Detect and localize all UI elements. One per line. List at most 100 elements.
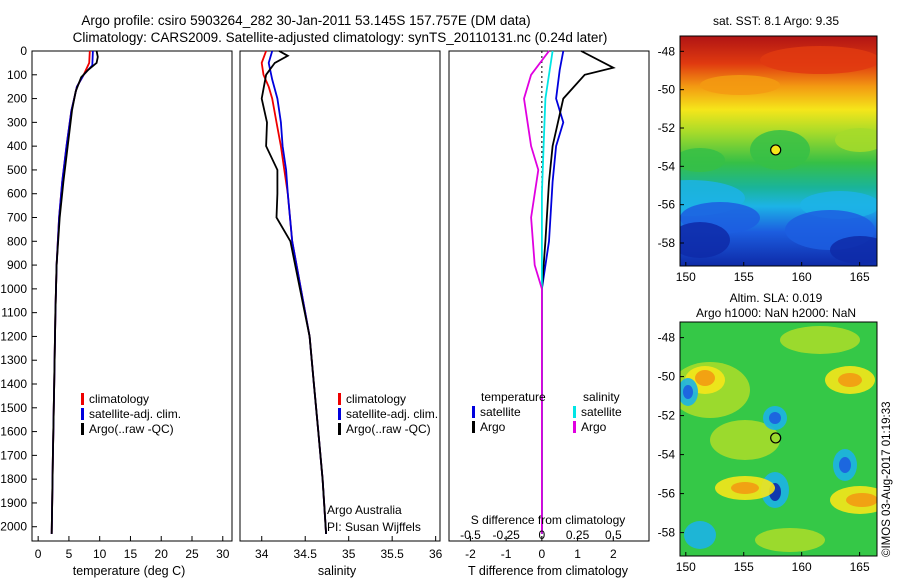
x-tick-label: -0.25 [492,528,520,542]
depth-tick-label: 700 [7,211,27,225]
legend-entry: Argo [480,420,506,434]
depth-tick-label: 2000 [0,520,27,534]
x-tick-label: 30 [216,547,230,561]
depth-y-ticks: 0 100 200 300 400 500 600 700 800 900 1000 1100 1200… [0,44,37,534]
x-tick-label: 15 [124,547,138,561]
sla-field-patches [680,326,877,552]
legend-entry: Argo [581,420,607,434]
sst-field-patch [760,46,877,74]
depth-tick-label: 1500 [0,401,27,415]
x-tick-label: 0 [539,547,546,561]
sst-map-title: sat. SST: 8.1 Argo: 9.35 [713,14,839,28]
temperature-x-ticks: 0 5 10 15 20 25 30 [35,536,230,561]
sla-field-patch [731,482,759,494]
sla-map-title: Altim. SLA: 0.019 [730,291,823,305]
lat-tick-label: -56 [658,198,676,212]
sla-field-patch [769,412,781,424]
x-tick-label: -2 [465,547,476,561]
lat-tick-label: -50 [658,83,676,97]
salinity-series [260,50,327,534]
legend-entry: satellite-adj. clim. [346,407,438,421]
x-tick-label: 35 [342,547,356,561]
depth-tick-label: 600 [7,187,27,201]
x-tick-label: 5 [66,547,73,561]
salinity-annotation-1: Argo Australia [327,503,402,517]
x-tick-label: -1 [501,547,512,561]
x-tick-label: 0 [539,528,546,542]
legend-entry: climatology [89,392,149,406]
series-line-2 [50,50,99,534]
sla-map-float-marker [770,432,782,444]
depth-tick-label: 500 [7,163,27,177]
legend-swatch [81,423,84,435]
series-line-0 [541,50,565,534]
depth-tick-label: 0 [20,44,27,58]
sla-map-lon-ticks: 150 155 160 165 [676,552,870,574]
lat-tick-label: -58 [658,236,676,250]
temperature-xlabel: temperature (deg C) [73,564,186,578]
difference-legend: temperature salinitysatelliteArgosatellit… [472,390,622,434]
lat-tick-label: -52 [658,409,676,423]
lon-tick-label: 160 [792,270,812,284]
depth-tick-label: 300 [7,115,27,129]
depth-tick-label: 100 [7,68,27,82]
depth-tick-label: 400 [7,139,27,153]
imos-timestamp: ©IMOS 03-Aug-2017 01:19:33 [881,401,893,557]
sla-map-lat-ticks: -48 -50 -52 -54 -56 -58 [658,331,684,540]
difference-t-label: T difference from climatology [468,564,629,578]
difference-s-label: S difference from climatology [471,513,626,527]
depth-tick-label: 1000 [0,282,27,296]
x-tick-label: 36 [429,547,443,561]
sla-field-patch [684,521,716,549]
legend-swatch [81,408,84,420]
legend-swatch [573,406,576,418]
legend-swatch [472,421,475,433]
sst-map-frame [679,35,878,267]
x-tick-label: 0 [35,547,42,561]
difference-x-ticks: -2 -1 0 1 2 [465,536,617,561]
float-position-marker [770,432,782,444]
x-tick-label: 10 [93,547,107,561]
depth-tick-label: 200 [7,92,27,106]
legend-entry: satellite [480,405,521,419]
legend-swatch [338,393,341,405]
series-line-2 [260,50,327,534]
figure-title-line2: Climatology: CARS2009. Satellite-adjuste… [73,30,608,45]
legend-entry: climatology [346,392,406,406]
salinity-annotation-2: PI: Susan Wijffels [327,520,421,534]
sla-map-subtitle: Argo h1000: NaN h2000: NaN [696,306,856,320]
sla-map-panel: Altim. SLA: 0.019 Argo h1000: NaN h2000:… [658,291,878,574]
sla-map-frame [679,321,878,557]
sst-map-lon-ticks: 150 155 160 165 [676,262,870,284]
legend-entry: satellite [581,405,622,419]
sst-field-patch [680,148,725,172]
lat-tick-label: -54 [658,448,676,462]
lat-tick-label: -58 [658,526,676,540]
lat-tick-label: -48 [658,331,676,345]
difference-series [523,50,616,534]
lat-tick-label: -52 [658,121,676,135]
sst-field-patch [830,236,877,264]
lat-tick-label: -50 [658,370,676,384]
temperature-panel: 0 5 10 15 20 25 30 0 100 200 300 400 500 600 700 800 90… [0,44,233,578]
salinity-panel: 34 34.5 35 35.5 36 salinity climatologysatel… [239,50,443,578]
sst-field-patches [680,46,877,264]
sst-field-patch [835,128,877,152]
legend-swatch [573,421,576,433]
legend-swatch [338,423,341,435]
legend-entry: satellite-adj. clim. [89,407,181,421]
sst-field-patch [700,75,780,95]
salinity-x-ticks: 34 34.5 35 35.5 36 [255,536,443,561]
depth-tick-label: 1600 [0,425,27,439]
x-tick-label: 2 [610,547,617,561]
series-line-3 [523,50,550,534]
legend-swatch [81,393,84,405]
x-tick-label: 34.5 [294,547,318,561]
temperature-plot-frame [31,50,233,542]
sla-field-patch [683,385,693,399]
x-tick-label: -0.5 [460,528,481,542]
x-tick-label: 20 [155,547,169,561]
depth-tick-label: 1700 [0,448,27,462]
